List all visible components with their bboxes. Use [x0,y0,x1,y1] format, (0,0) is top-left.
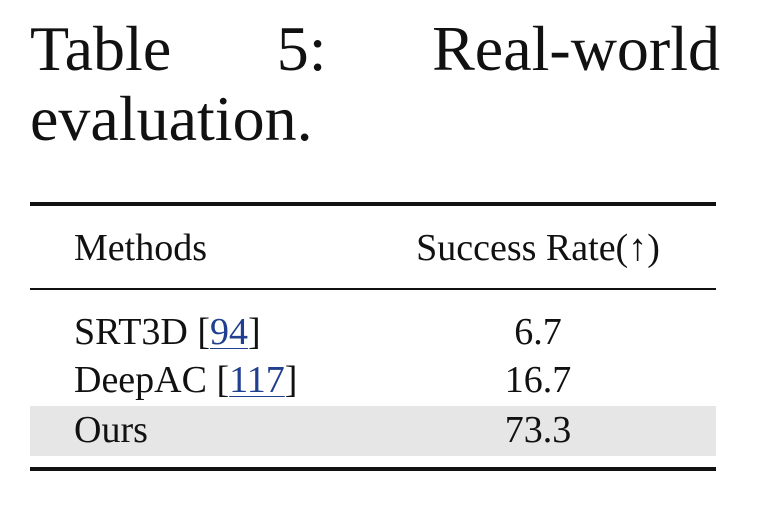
ours-row-highlight [30,406,716,456]
table-row-method: DeepAC [117] [74,359,298,401]
table-row-rate: 73.3 [504,409,572,451]
table-bottom-rule [30,467,716,471]
table-caption: Table 5: Real-world evaluation. [30,14,720,154]
table-top-rule [30,202,716,206]
table-header-rule [30,288,716,290]
caption-line-2: evaluation. [30,84,720,154]
method-name: Ours [74,409,148,451]
table-row-method: Ours [74,408,148,452]
citation-link[interactable]: 117 [229,359,285,401]
table-row-rate: 16.7 [504,359,572,401]
header-success-rate: Success Rate(↑) [416,227,660,269]
caption-number: 5: [276,13,327,84]
citation-link[interactable]: 94 [210,311,249,353]
method-name: SRT3D [74,311,188,353]
caption-label: Table [30,13,172,84]
header-methods: Methods [74,227,207,269]
table-row-rate: 6.7 [514,311,562,353]
method-name: DeepAC [74,359,207,401]
table-row-method: SRT3D [94] [74,311,261,353]
caption-line-1: Table 5: Real-world [30,14,720,84]
caption-title-word-2: evaluation. [30,83,313,154]
caption-title-word-1: Real-world [432,13,720,84]
